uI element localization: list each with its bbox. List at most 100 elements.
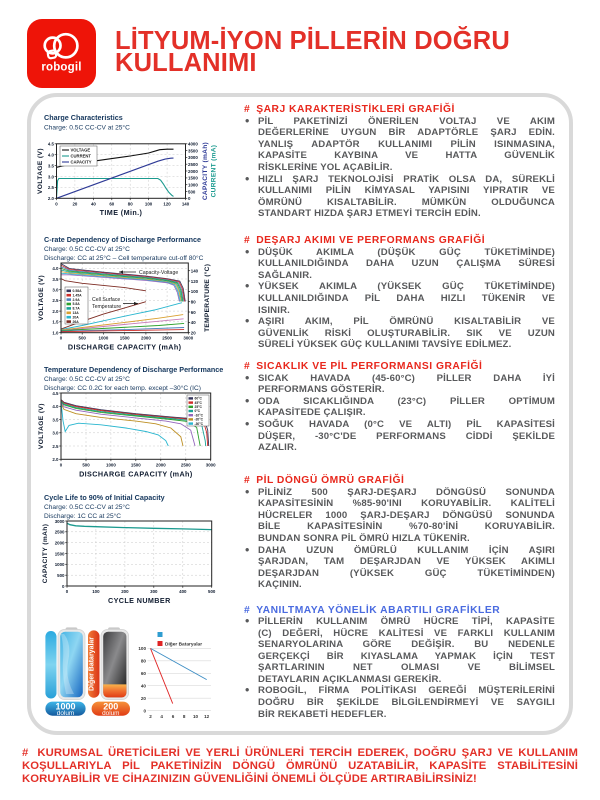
svg-text:3500: 3500 (188, 148, 198, 153)
svg-text:8.7A: 8.7A (73, 307, 81, 311)
svg-text:-30°C: -30°C (195, 422, 204, 426)
svg-text:2.0: 2.0 (52, 309, 59, 314)
svg-text:Discharge: 1C CC at 25°C: Discharge: 1C CC at 25°C (44, 512, 121, 520)
svg-text:60: 60 (191, 310, 196, 315)
svg-text:60: 60 (141, 671, 147, 676)
svg-text:2000: 2000 (55, 541, 65, 546)
svg-text:8: 8 (183, 714, 186, 719)
svg-text:1500: 1500 (120, 336, 130, 341)
svg-text:2.0: 2.0 (52, 457, 59, 462)
svg-text:3.0: 3.0 (48, 174, 55, 179)
svg-text:60°C: 60°C (195, 397, 203, 401)
svg-text:Charge: 0.5C CC-CV at 25°C: Charge: 0.5C CC-CV at 25°C (44, 245, 130, 253)
svg-text:120: 120 (191, 279, 199, 284)
svg-text:400: 400 (179, 589, 187, 594)
svg-text:500: 500 (188, 189, 196, 194)
svg-text:robogil: robogil (41, 62, 81, 74)
svg-text:Cycle Life to 90% of Initial C: Cycle Life to 90% of Initial Capacity (44, 493, 165, 502)
svg-text:2: 2 (149, 714, 152, 719)
svg-text:CYCLE NUMBER: CYCLE NUMBER (108, 596, 171, 605)
svg-text:1000: 1000 (188, 182, 198, 187)
svg-text:26A: 26A (73, 320, 80, 324)
svg-text:CURRENT: CURRENT (71, 154, 92, 159)
svg-text:TEMPERATURE (°C): TEMPERATURE (°C) (203, 264, 211, 332)
svg-text:2000: 2000 (188, 169, 198, 174)
svg-text:6: 6 (172, 714, 175, 719)
svg-text:dolum: dolum (57, 710, 74, 717)
svg-text:Diğer Bataryalar: Diğer Bataryalar (165, 641, 202, 647)
svg-text:CURRENT (mA): CURRENT (mA) (211, 145, 218, 198)
svg-text:VOLTAGE: VOLTAGE (71, 148, 91, 153)
svg-text:5.8A: 5.8A (73, 302, 81, 306)
svg-text:80: 80 (191, 300, 196, 305)
svg-text:100: 100 (92, 589, 100, 594)
svg-text:-20°C: -20°C (195, 418, 204, 422)
svg-text:Capacity-Voltage: Capacity-Voltage (139, 270, 178, 276)
svg-text:0: 0 (143, 708, 146, 713)
svg-text:100: 100 (145, 201, 153, 206)
svg-text:300: 300 (150, 589, 158, 594)
svg-text:200: 200 (103, 702, 118, 712)
svg-text:2.0: 2.0 (48, 196, 55, 201)
svg-text:3000: 3000 (183, 336, 193, 341)
svg-text:3.5: 3.5 (52, 277, 59, 282)
svg-text:200: 200 (121, 589, 129, 594)
svg-text:4.0: 4.0 (52, 266, 59, 271)
svg-text:3000: 3000 (55, 519, 65, 524)
svg-text:140: 140 (182, 201, 190, 206)
svg-text:3.5: 3.5 (52, 417, 59, 422)
svg-text:25°C: 25°C (195, 405, 203, 409)
svg-text:4.0: 4.0 (48, 153, 55, 158)
svg-text:2000: 2000 (156, 462, 166, 467)
svg-text:1.45A: 1.45A (73, 293, 83, 297)
svg-text:Charge Characteristics: Charge Characteristics (44, 113, 123, 122)
svg-text:40: 40 (91, 201, 96, 206)
svg-text:1000: 1000 (55, 702, 75, 712)
svg-text:500: 500 (208, 589, 216, 594)
svg-text:13A: 13A (73, 311, 80, 315)
svg-text:100: 100 (191, 289, 199, 294)
svg-text:0°C: 0°C (195, 409, 201, 413)
svg-text:2.5: 2.5 (48, 185, 55, 190)
svg-text:CAPACITY (mAh): CAPACITY (mAh) (202, 142, 209, 200)
svg-text:Charge: 0.5C CC-CV at 25°C: Charge: 0.5C CC-CV at 25°C (44, 503, 130, 511)
svg-text:2500: 2500 (188, 162, 198, 167)
svg-text:20: 20 (141, 696, 147, 701)
svg-text:CAPACITY (mAh): CAPACITY (mAh) (42, 524, 49, 584)
svg-text:0: 0 (60, 336, 63, 341)
svg-text:12: 12 (204, 714, 210, 719)
svg-text:Discharge: CC 0.2C for each te: Discharge: CC 0.2C for each temp. except… (44, 384, 201, 392)
svg-text:Discharge: CC at 25°C – Cell t: Discharge: CC at 25°C – Cell temperature… (44, 254, 204, 262)
svg-text:-10°C: -10°C (195, 413, 204, 417)
svg-text:60: 60 (109, 201, 114, 206)
svg-text:Temperature: Temperature (92, 304, 121, 310)
svg-text:dolum: dolum (102, 710, 119, 717)
svg-text:45°C: 45°C (195, 401, 203, 405)
svg-text:20: 20 (191, 331, 196, 336)
svg-text:500: 500 (79, 336, 87, 341)
svg-text:0: 0 (60, 462, 63, 467)
svg-text:100: 100 (138, 646, 146, 651)
svg-text:0: 0 (62, 584, 65, 589)
svg-text:4.0: 4.0 (52, 404, 59, 409)
svg-text:20: 20 (72, 201, 77, 206)
svg-text:0: 0 (55, 201, 58, 206)
svg-text:VOLTAGE (V): VOLTAGE (V) (38, 403, 45, 449)
svg-text:0: 0 (66, 589, 69, 594)
svg-text:2500: 2500 (162, 336, 172, 341)
svg-text:3.5: 3.5 (48, 163, 55, 168)
svg-text:0.58A: 0.58A (73, 289, 83, 293)
svg-text:1.5: 1.5 (52, 320, 59, 325)
svg-text:1500: 1500 (188, 176, 198, 181)
svg-text:120: 120 (163, 201, 171, 206)
svg-text:1000: 1000 (99, 336, 109, 341)
svg-text:1000: 1000 (55, 562, 65, 567)
svg-text:2000: 2000 (141, 336, 151, 341)
svg-text:TIME (Min.): TIME (Min.) (100, 208, 143, 217)
svg-text:1500: 1500 (131, 462, 141, 467)
svg-text:3000: 3000 (206, 462, 216, 467)
svg-text:40: 40 (141, 684, 147, 689)
svg-text:3.0: 3.0 (52, 431, 59, 436)
svg-text:40: 40 (191, 320, 196, 325)
svg-text:DISCHARGE CAPACITY (mAh): DISCHARGE CAPACITY (mAh) (79, 469, 193, 478)
